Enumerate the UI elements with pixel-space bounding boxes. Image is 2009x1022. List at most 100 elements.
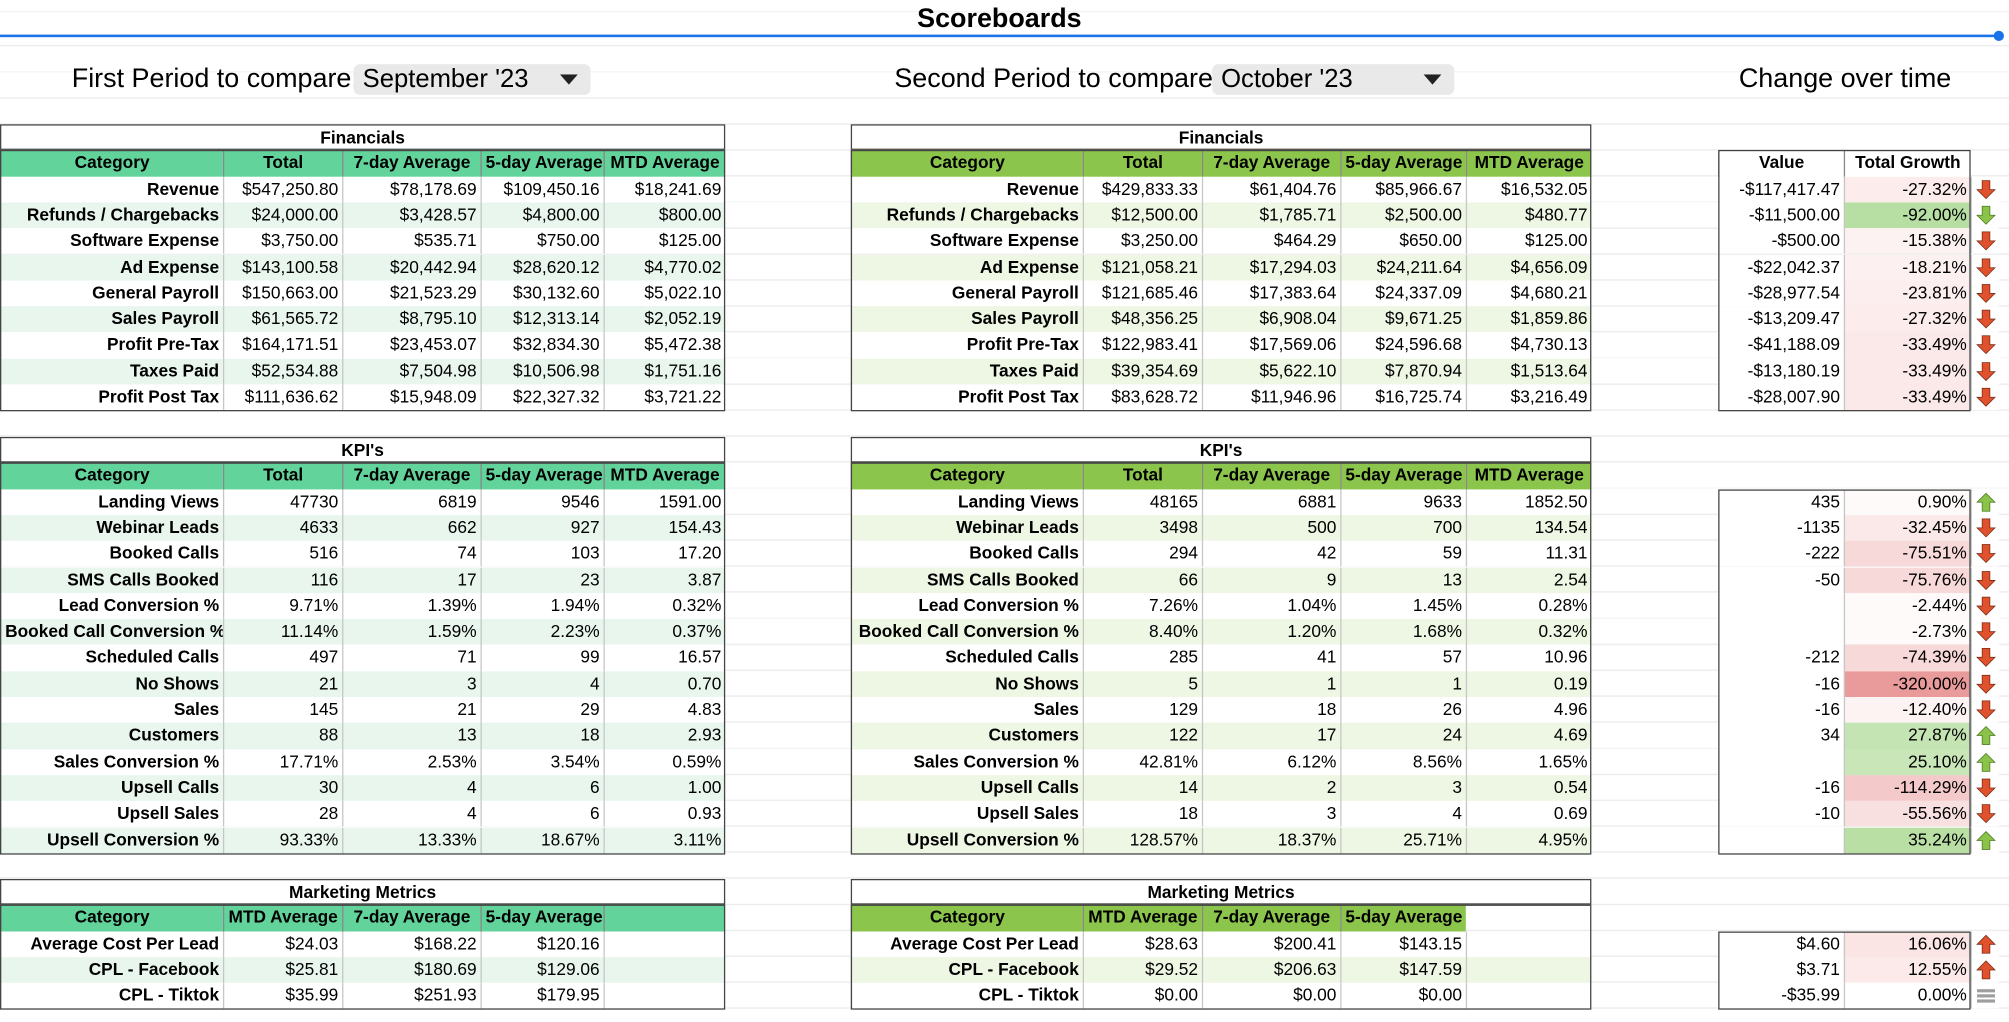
cell: 0.70	[603, 671, 726, 698]
cell	[1465, 930, 1592, 957]
column-header: 5-day Average	[1340, 462, 1466, 489]
cell: $83,628.72	[1082, 384, 1202, 411]
column-header: 7-day Average	[342, 462, 481, 489]
period-dropdown[interactable]: September '23	[353, 64, 591, 95]
cell: 3498	[1082, 514, 1202, 541]
trend-icon	[1976, 544, 1996, 564]
cell: 1.20%	[1201, 618, 1341, 645]
cell: $16,532.05	[1465, 176, 1592, 203]
growth-cell: -2.73%	[1843, 618, 1971, 645]
change-value: -50	[1718, 566, 1844, 593]
cell: $16,725.74	[1340, 384, 1466, 411]
row-label: Refunds / Chargebacks	[850, 202, 1083, 229]
cell: $12,313.14	[480, 306, 604, 333]
growth-cell: -33.49%	[1843, 384, 1971, 411]
cell: $125.00	[1465, 228, 1592, 255]
cell: $650.00	[1340, 228, 1466, 255]
cell: $0.00	[1082, 982, 1202, 1010]
change-value: -$11,500.00	[1718, 202, 1844, 229]
selection-line	[0, 34, 1999, 38]
cell: 4.95%	[1465, 827, 1592, 854]
table-title: KPI's	[0, 436, 726, 463]
cell: 0.37%	[603, 618, 726, 645]
trend-cell	[1970, 749, 1999, 776]
selection-handle	[1993, 30, 2004, 42]
cell: 6819	[342, 488, 481, 515]
cell: $143,100.58	[222, 254, 343, 281]
trend-icon	[1976, 830, 1996, 850]
cell: $23,453.07	[342, 332, 481, 359]
cell: $85,966.67	[1340, 176, 1466, 203]
cell: 1.00	[603, 775, 726, 802]
trend-cell	[1970, 306, 1999, 333]
growth-cell: -2.44%	[1843, 592, 1971, 619]
trend-cell	[1970, 254, 1999, 281]
cell: $5,022.10	[603, 280, 726, 307]
cell: $164,171.51	[222, 332, 343, 359]
period-dropdown[interactable]: October '23	[1212, 64, 1455, 95]
cell: 122	[1082, 723, 1202, 750]
change-value: -10	[1718, 801, 1844, 828]
cell: 1.45%	[1340, 592, 1466, 619]
change-value: -$28,977.54	[1718, 280, 1844, 307]
column-header: Category	[0, 462, 223, 489]
sheet-title: Scoreboards	[917, 3, 1082, 34]
cell	[603, 930, 726, 957]
column-header	[603, 904, 726, 931]
row-label: Upsell Calls	[0, 775, 223, 802]
cell: $17,294.03	[1201, 254, 1341, 281]
cell: 11.31	[1465, 540, 1592, 567]
change-value	[1718, 592, 1844, 619]
cell: 8.40%	[1082, 618, 1202, 645]
cell: $129.06	[480, 956, 604, 983]
cell: $28,620.12	[480, 254, 604, 281]
trend-cell	[1970, 801, 1999, 828]
cell: 3	[342, 671, 481, 698]
trend-icon	[1976, 596, 1996, 616]
column-header: MTD Average	[603, 150, 726, 177]
growth-cell: -114.29%	[1843, 775, 1971, 802]
cell: 1	[1340, 671, 1466, 698]
period-value: September '23	[362, 65, 529, 94]
cell: $5,622.10	[1201, 358, 1341, 385]
trend-cell	[1970, 723, 1999, 750]
cell: $3,250.00	[1082, 228, 1202, 255]
row-label: Profit Post Tax	[850, 384, 1083, 411]
trend-icon	[1976, 205, 1996, 225]
cell: 13.33%	[342, 827, 481, 854]
row-label: Booked Calls	[0, 540, 223, 567]
growth-cell: -75.51%	[1843, 540, 1971, 567]
column-header: MTD Average	[1082, 904, 1202, 931]
cell: $150,663.00	[222, 280, 343, 307]
cell: 24	[1340, 723, 1466, 750]
trend-cell	[1970, 384, 1999, 411]
cell: 16.57	[603, 644, 726, 672]
cell: 497	[222, 644, 343, 672]
row-label: Scheduled Calls	[0, 644, 223, 672]
column-header: MTD Average	[1465, 150, 1592, 177]
cell: 0.93	[603, 801, 726, 828]
cell: $52,534.88	[222, 358, 343, 385]
cell: $18,241.69	[603, 176, 726, 203]
cell: $4,680.21	[1465, 280, 1592, 307]
cell: 1.39%	[342, 592, 481, 619]
trend-cell	[1970, 566, 1999, 593]
cell: 18	[1082, 801, 1202, 828]
row-label: Sales	[850, 697, 1083, 724]
cell: 13	[342, 723, 481, 750]
cell: 1.65%	[1465, 749, 1592, 776]
change-value: 34	[1718, 723, 1844, 750]
period-label: First Period to compare:	[71, 64, 359, 94]
row-label: Taxes Paid	[0, 358, 223, 385]
cell: $3,216.49	[1465, 384, 1592, 411]
change-value: -1135	[1718, 514, 1844, 541]
cell: 10.96	[1465, 644, 1592, 672]
row-label: Landing Views	[0, 488, 223, 515]
cell: 0.32%	[603, 592, 726, 619]
cell: 9	[1201, 566, 1341, 593]
row-label: Profit Pre-Tax	[0, 332, 223, 359]
cell: $0.00	[1201, 982, 1341, 1010]
cell: 1.68%	[1340, 618, 1466, 645]
column-header: Category	[0, 904, 223, 931]
cell: $24,211.64	[1340, 254, 1466, 281]
